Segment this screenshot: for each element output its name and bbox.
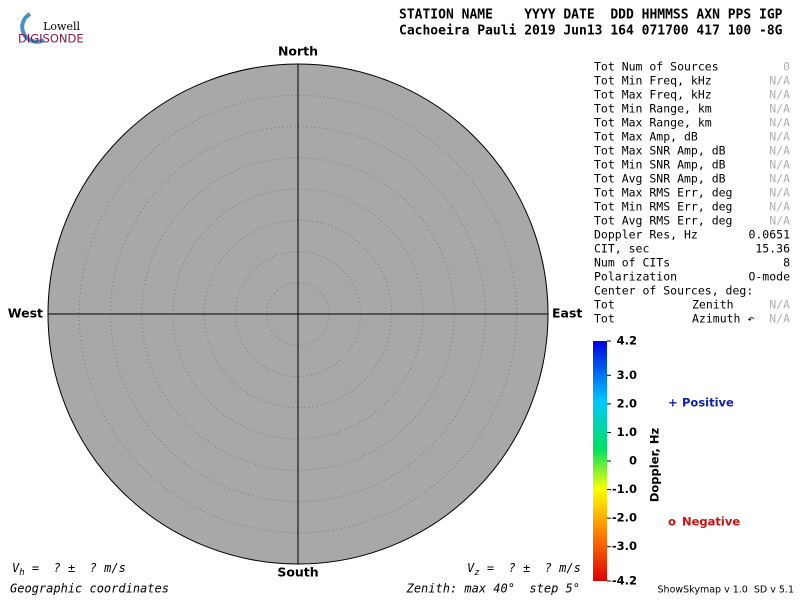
colorbar-tick-label: 1.0 [617,425,637,439]
logo-top: Lowell [43,20,80,33]
version: ShowSkymap v 1.0 SD v 5.1 [658,585,794,596]
stat-label: Num of CITs [594,256,670,270]
stat-value: N/A [769,312,790,326]
stat-label: Tot Max Freq, kHz [594,88,712,102]
stat-value: N/A [769,200,790,214]
stat-value: N/A [769,88,790,102]
zenith-info: Zenith: max 40° step 5° [406,582,580,596]
stat-label: CIT, sec [594,242,649,256]
stat-label: Center of Sources, deg: [594,284,753,298]
legend-symbol: + [668,396,678,410]
colorbar-tick-label: 3.0 [617,368,637,382]
stat-value: N/A [769,214,790,228]
legend-text: Positive [682,396,734,410]
stat-label: Tot Avg RMS Err, deg [594,214,732,228]
stat-value: N/A [769,102,790,116]
stat-label: Tot Max Amp, dB [594,130,698,144]
stat-value: N/A [769,144,790,158]
stat-value: 8 [783,256,790,270]
direction-label: East [552,306,582,321]
colorbar-tick-label: 4.2 [617,334,637,348]
skymap [47,63,549,565]
colorbar-tick-label: -1.0 [612,482,637,496]
stat-value: N/A [769,158,790,172]
sub: z [474,568,479,578]
stats-table: Tot Num of Sources 0 Tot Min Freq, kHz N/A T… [594,60,790,326]
rest: = ? ± ? m/s [25,561,126,575]
stat-label: Tot [594,298,615,312]
logo-bottom: DIGISONDE [18,32,84,46]
stat-label: Tot Min RMS Err, deg [594,200,732,214]
stat-value: N/A [769,74,790,88]
stat-label: Doppler Res, Hz [594,228,698,242]
coords: Geographic coordinates [10,582,169,596]
stat-label: Tot Min Range, km [594,102,712,116]
stat-value: N/A [769,298,790,312]
stat-label: Tot Max Range, km [594,116,712,130]
stat-value: 0 [783,60,790,74]
colorbar-tick-label: -4.2 [612,574,637,588]
rest: = ? ± ? m/s [480,561,581,575]
stat-label: Tot Min Freq, kHz [594,74,712,88]
logo-arc [20,12,45,44]
colorbar-axis: 4.2 3.0 2.0 1.0 0 -1.0 -2.0 -3.0 -4.2 [607,334,637,588]
v: V [467,561,475,575]
stat-value: O-mode [748,270,790,284]
stat-value: N/A [769,116,790,130]
stat-value: N/A [769,130,790,144]
legend-text: Negative [682,515,740,529]
velocity: Vz = ? ± ? m/s [467,561,581,578]
stat-label: Tot Min SNR Amp, dB [594,158,726,172]
direction-label: South [277,565,318,580]
colorbar-tick-label: -3.0 [612,539,637,553]
header-line: STATION NAME YYYY DATE DDD HHMMSS AXN PP… [399,8,783,23]
stat-label: Tot Avg SNR Amp, dB [594,172,726,186]
colorbar-tick-label: 0 [629,454,637,468]
stat-value: 15.36 [755,242,790,256]
colorbar-title: Doppler, Hz [648,428,662,503]
header-line: Cachoeira Pauli 2019 Jun13 164 071700 41… [399,24,783,39]
sub: h [19,568,24,578]
stat-label: Tot Max SNR Amp, dB [594,144,726,158]
stat-value: N/A [769,186,790,200]
direction-label: North [278,44,318,59]
stat-value: N/A [769,172,790,186]
stat-label: Polarization [594,270,677,284]
stat-value: 0.0651 [748,228,790,242]
velocity: Vh = ? ± ? m/s [12,561,126,578]
colorbar-tick-label: -2.0 [612,511,637,525]
direction-label: West [8,306,43,321]
colorbar [593,341,607,581]
legend-symbol: o [668,515,676,529]
stat-sub: Zenith [692,298,734,312]
stat-label: Tot Max RMS Err, deg [594,186,732,200]
stat-label: Tot [594,312,615,326]
stat-sub: Azimuth ↶ [692,312,754,326]
stat-label: Tot Num of Sources [594,60,719,74]
v: V [12,561,20,575]
colorbar-tick-label: 2.0 [617,396,637,410]
